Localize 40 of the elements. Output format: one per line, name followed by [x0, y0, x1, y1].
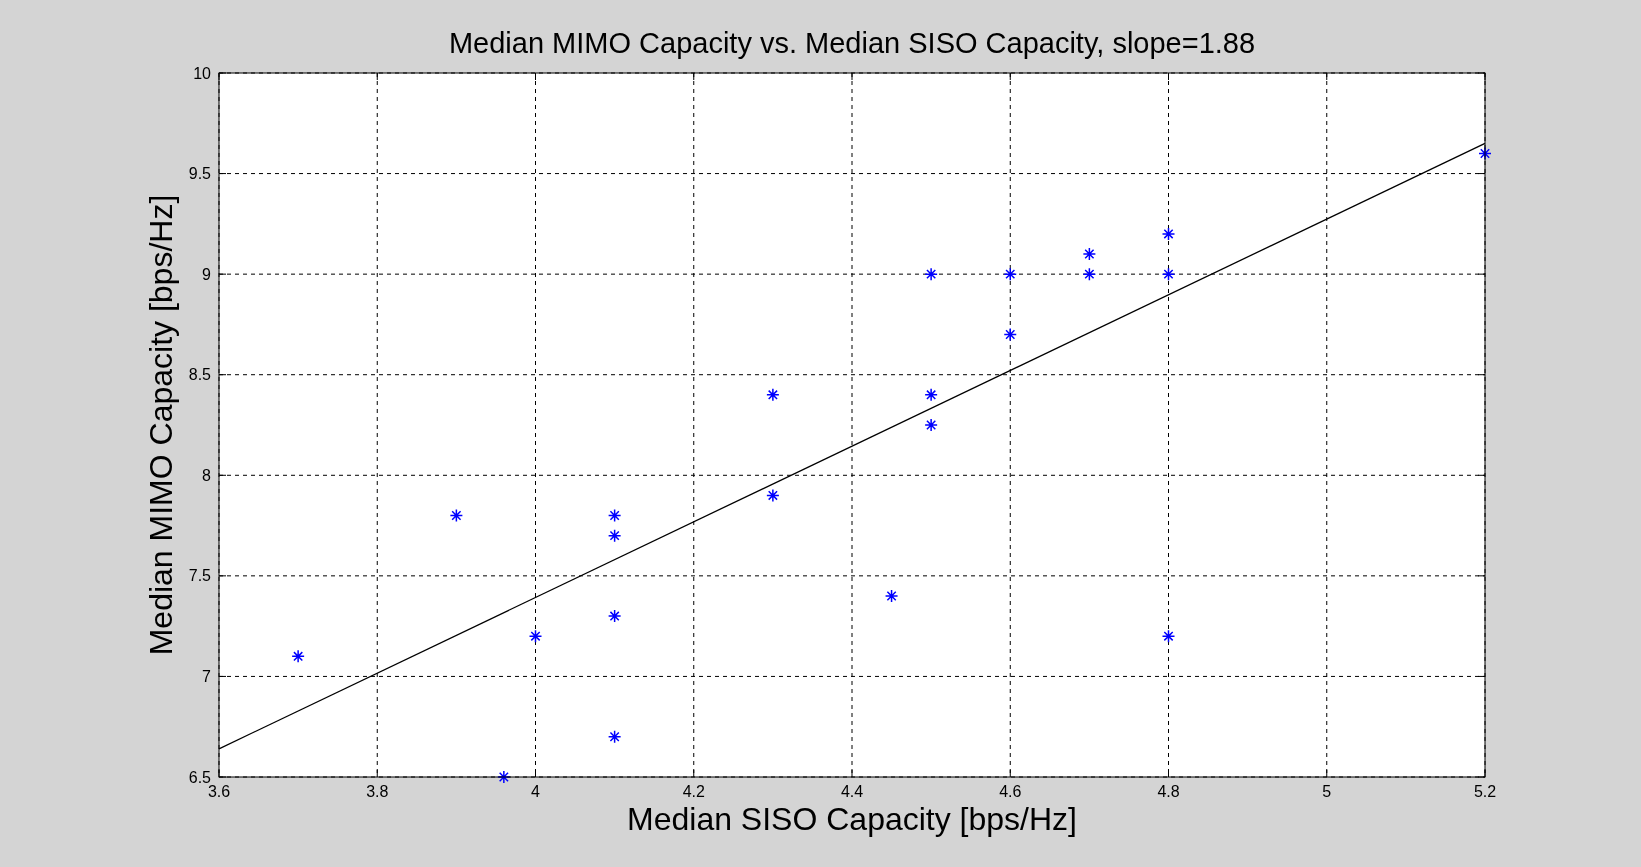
y-tick-label: 9	[202, 265, 212, 283]
point	[884, 589, 899, 603]
y-tick-label: 7.5	[188, 567, 212, 585]
x-tick-label: 3.6	[207, 783, 231, 800]
x-tick-label: 4	[531, 783, 541, 800]
point	[766, 488, 780, 503]
point	[1082, 247, 1097, 261]
point	[291, 649, 305, 664]
chart-title: Median MIMO Capacity vs. Median SISO Capacity, slope=1.88	[448, 27, 1256, 59]
point	[607, 609, 622, 623]
point	[607, 528, 622, 543]
point	[449, 508, 464, 523]
x-tick-label: 4.4	[840, 783, 864, 800]
y-tick-label: 7	[202, 668, 212, 686]
y-tick-label: 8	[202, 466, 212, 484]
x-tick-label: 4.6	[999, 783, 1022, 800]
point	[766, 388, 780, 402]
point	[1082, 267, 1097, 281]
point	[528, 629, 543, 643]
x-axis-title: Median SISO Capacity [bps/Hz]	[627, 801, 1077, 837]
point	[1161, 227, 1176, 241]
point	[607, 730, 622, 744]
point	[924, 267, 938, 281]
point	[1003, 327, 1017, 342]
y-tick-label: 8.5	[188, 366, 212, 384]
y-tick-label: 6.5	[188, 768, 212, 786]
x-tick-label: 3.8	[366, 783, 389, 800]
point	[1161, 629, 1176, 643]
point	[607, 508, 622, 523]
point	[924, 418, 938, 432]
y-tick-label: 9.5	[188, 165, 212, 183]
point	[1003, 267, 1017, 281]
y-axis-title: Median MIMO Capacity [bps/Hz]	[143, 194, 179, 656]
y-tick-label: 10	[193, 64, 212, 82]
x-tick-label: 4.8	[1157, 783, 1180, 800]
x-tick-label: 5	[1322, 783, 1332, 800]
point	[1161, 267, 1176, 281]
point	[924, 388, 938, 402]
x-tick-label: 5.2	[1473, 783, 1497, 800]
x-tick-label: 4.2	[682, 783, 705, 800]
